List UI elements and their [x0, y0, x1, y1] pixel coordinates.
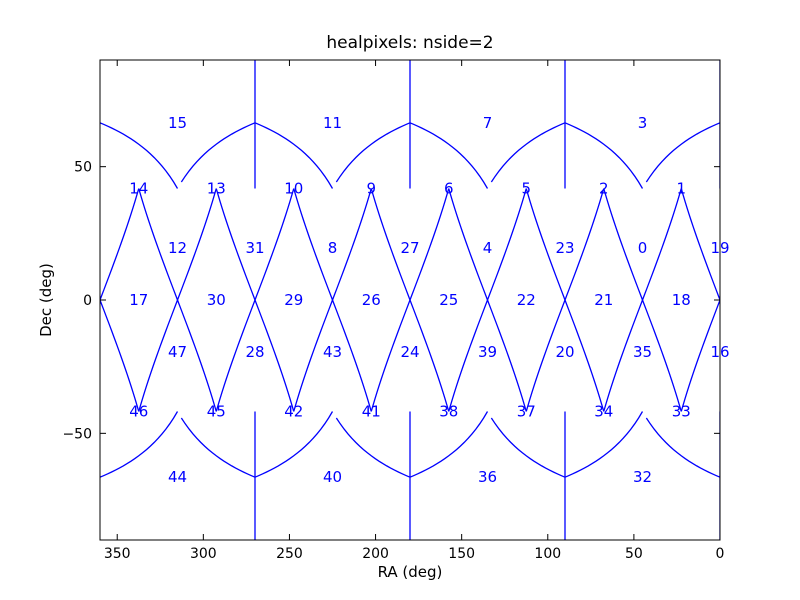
pixel-label: 40 — [323, 468, 342, 486]
x-tick-label: 250 — [276, 546, 303, 562]
pixel-label: 18 — [672, 291, 691, 309]
pixel-label: 12 — [168, 239, 187, 257]
pixel-label: 35 — [633, 343, 652, 361]
y-tick-label: −50 — [62, 426, 92, 442]
boundary-line — [680, 299, 720, 412]
pixel-label: 39 — [478, 343, 497, 361]
pixel-label: 21 — [594, 291, 613, 309]
pixel-label: 6 — [444, 180, 454, 198]
x-tick-label: 350 — [104, 546, 131, 562]
x-tick-label: 200 — [362, 546, 389, 562]
pixel-label: 33 — [672, 403, 691, 421]
boundary-line — [254, 122, 334, 189]
pixel-label: 7 — [483, 114, 493, 132]
boundary-line — [645, 122, 720, 183]
pixel-label: 1 — [677, 180, 687, 198]
boundary-line — [564, 122, 644, 189]
pixel-label: 45 — [207, 403, 226, 421]
pixel-label: 3 — [638, 114, 648, 132]
boundary-line — [100, 299, 140, 412]
pixel-label: 17 — [129, 291, 148, 309]
boundary-line — [335, 417, 411, 478]
boundary-line — [180, 417, 256, 478]
x-axis-ticks: 350 300 250 200 150 100 50 0 — [104, 60, 725, 562]
boundary-line — [100, 122, 179, 189]
boundary-line — [370, 188, 450, 412]
x-tick-label: 50 — [625, 546, 643, 562]
pixel-label: 23 — [555, 239, 574, 257]
x-tick-label: 300 — [190, 546, 217, 562]
boundary-line — [490, 122, 566, 183]
pixel-label: 22 — [517, 291, 536, 309]
pixel-label: 10 — [284, 180, 303, 198]
pixel-label: 26 — [362, 291, 381, 309]
boundary-line — [409, 411, 489, 478]
pixel-label: 47 — [168, 343, 187, 361]
x-axis-label: RA (deg) — [378, 563, 443, 581]
pixel-label: 13 — [207, 180, 226, 198]
pixel-label: 38 — [439, 403, 458, 421]
boundary-line — [254, 411, 334, 478]
pixel-label: 34 — [594, 403, 613, 421]
boundary-line — [100, 188, 140, 301]
boundary-line — [335, 122, 411, 183]
x-tick-label: 100 — [534, 546, 561, 562]
pixel-label: 14 — [129, 180, 148, 198]
boundary-line — [680, 188, 720, 301]
x-tick-label: 0 — [716, 546, 725, 562]
pixel-label: 8 — [328, 239, 338, 257]
boundary-line — [180, 122, 256, 183]
pixel-label: 2 — [599, 180, 609, 198]
pixel-label: 36 — [478, 468, 497, 486]
boundary-line — [293, 188, 372, 412]
pixel-label: 46 — [129, 403, 148, 421]
pixel-label: 42 — [284, 403, 303, 421]
pixel-label: 11 — [323, 114, 342, 132]
pixel-label: 4 — [483, 239, 493, 257]
pixel-label: 43 — [323, 343, 342, 361]
pixel-label: 31 — [245, 239, 264, 257]
y-axis-label: Dec (deg) — [37, 263, 55, 337]
boundary-line — [603, 188, 682, 412]
boundary-line — [100, 411, 179, 478]
pixel-label: 20 — [555, 343, 574, 361]
boundary-line — [645, 417, 720, 478]
pixel-label: 27 — [400, 239, 419, 257]
y-tick-label: 50 — [74, 160, 92, 176]
y-tick-label: 0 — [83, 293, 92, 309]
boundary-line — [215, 188, 295, 412]
boundary-line — [409, 122, 489, 189]
x-tick-label: 150 — [448, 546, 475, 562]
pixel-label: 44 — [168, 468, 187, 486]
pixel-label: 28 — [245, 343, 264, 361]
pixel-label: 9 — [367, 180, 377, 198]
boundary-line — [564, 411, 644, 478]
boundary-line — [448, 188, 527, 412]
pixel-label: 24 — [400, 343, 419, 361]
boundary-line — [138, 188, 217, 412]
y-axis-ticks: 500−50 — [62, 160, 720, 442]
boundary-line — [525, 188, 605, 412]
pixel-label: 41 — [362, 403, 381, 421]
pixel-label: 37 — [517, 403, 536, 421]
healpix-boundaries — [100, 60, 720, 540]
chart-title: healpixels: nside=2 — [326, 33, 493, 53]
pixel-label: 25 — [439, 291, 458, 309]
pixel-label: 15 — [168, 114, 187, 132]
boundary-line — [490, 417, 566, 478]
pixel-label: 5 — [522, 180, 532, 198]
pixel-label: 0 — [638, 239, 648, 257]
pixel-label: 32 — [633, 468, 652, 486]
pixel-label: 30 — [207, 291, 226, 309]
pixel-label: 29 — [284, 291, 303, 309]
